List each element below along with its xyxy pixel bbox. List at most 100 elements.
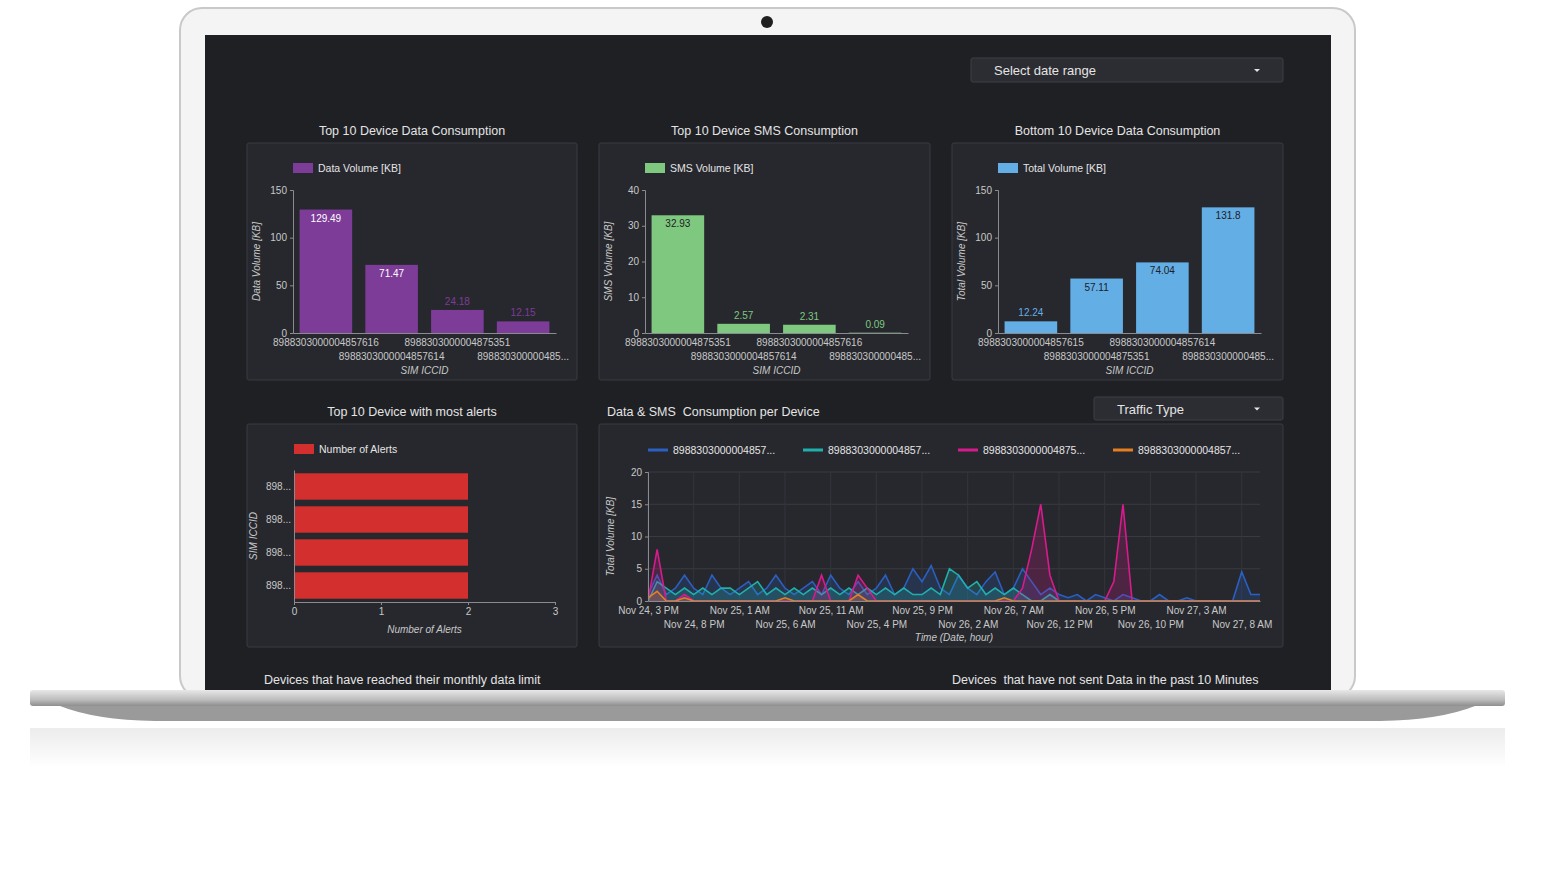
dropdown-caret[interactable] xyxy=(1254,69,1260,72)
x-axis-title: SIM ICCID xyxy=(753,365,801,376)
tick: 100 xyxy=(975,232,998,243)
tick: Nov 26, 2 AM xyxy=(938,619,998,630)
tick-label: Nov 25, 1 AM xyxy=(710,605,770,616)
tick: 100 xyxy=(270,232,293,243)
tick-label: 898... xyxy=(266,580,291,591)
data-label: 2.31 xyxy=(800,311,820,322)
dropdown-box[interactable] xyxy=(1094,397,1283,420)
tick-mark xyxy=(290,285,293,286)
tick-mark xyxy=(642,333,645,334)
grid-line xyxy=(1150,472,1151,601)
tick-mark xyxy=(381,602,382,605)
tick-label: Nov 27, 8 AM xyxy=(1212,619,1272,630)
legend-swatch xyxy=(645,163,665,173)
tick: 898... xyxy=(266,514,291,525)
tick: 8988303000004857614 xyxy=(1110,337,1216,348)
tick-label: Nov 26, 12 PM xyxy=(1026,619,1092,630)
tick: 50 xyxy=(276,280,293,291)
tick-label: 8988303000004857614 xyxy=(1110,337,1216,348)
panel xyxy=(247,143,577,380)
x-axis-title: Number of Alerts xyxy=(387,624,462,635)
legend-swatch xyxy=(958,449,978,452)
series-line xyxy=(648,566,1260,601)
tick: 150 xyxy=(270,185,293,196)
tick-label: 8988303000004875351 xyxy=(405,337,511,348)
tick-label: 1 xyxy=(379,606,385,617)
tick: 10 xyxy=(631,531,648,542)
bar xyxy=(1005,321,1058,333)
tick-label: 898830300000485... xyxy=(829,351,921,362)
tick: Nov 27, 8 AM xyxy=(1212,619,1272,630)
tick-label: 898... xyxy=(266,547,291,558)
dropdown-label[interactable]: Select date range xyxy=(994,63,1096,78)
series-area xyxy=(648,566,1260,601)
dropdown-label[interactable]: Traffic Type xyxy=(1117,402,1184,417)
category-axis: 898... 898... 898... 898... xyxy=(266,471,295,603)
panel xyxy=(247,424,577,647)
data-label: 131.8 xyxy=(1216,210,1241,221)
bar xyxy=(294,572,468,598)
tick-label: 30 xyxy=(628,220,640,231)
grid-line xyxy=(693,472,694,601)
chart-title: Bottom 10 Device Data Consumption xyxy=(1015,124,1221,138)
value-axis: 010203040 xyxy=(628,185,646,339)
legend-label: 8988303000004857... xyxy=(828,444,930,456)
tick: 8988303000004857614 xyxy=(339,351,445,362)
grid-line xyxy=(739,472,740,601)
bar xyxy=(652,215,705,333)
plot-area xyxy=(1005,207,1255,333)
axis-line xyxy=(649,601,1261,602)
tick-label: 898... xyxy=(266,481,291,492)
tick: 3 xyxy=(553,602,559,617)
data-label: 2.57 xyxy=(734,310,754,321)
tick-mark xyxy=(555,602,556,605)
dropdown[interactable]: Select date range xyxy=(971,58,1283,82)
grid-line xyxy=(785,472,786,601)
value-axis: 050100150 xyxy=(270,185,293,339)
tick-label: 20 xyxy=(631,467,643,478)
value-axis: 050100150 xyxy=(975,185,998,339)
dropdown[interactable]: Traffic Type xyxy=(1094,397,1283,420)
series-line xyxy=(648,591,1260,601)
tick-label: Nov 26, 2 AM xyxy=(938,619,998,630)
category-axis: Nov 24, 3 PMNov 24, 8 PMNov 25, 1 AMNov … xyxy=(618,602,1272,631)
laptop-base xyxy=(30,690,1505,706)
tick: 8988303000004857616 xyxy=(757,337,863,348)
panel xyxy=(952,143,1283,380)
tick: Nov 25, 6 AM xyxy=(755,619,815,630)
legend-label: Number of Alerts xyxy=(319,443,397,455)
tick-label: 15 xyxy=(631,499,643,510)
grid-line xyxy=(876,472,877,601)
grid-line xyxy=(1104,472,1105,601)
dropdown-box[interactable] xyxy=(971,58,1283,82)
tick: 8988303000004857614 xyxy=(691,351,797,362)
tick: 5 xyxy=(636,563,648,574)
axis-line xyxy=(294,333,557,334)
dropdown-caret[interactable] xyxy=(1254,408,1260,411)
tick-mark xyxy=(642,297,645,298)
y-axis-title: SIM ICCID xyxy=(248,512,259,560)
tick-label: 2 xyxy=(466,606,472,617)
tick-label: Nov 24, 8 PM xyxy=(664,619,725,630)
data-label: 74.04 xyxy=(1150,265,1175,276)
axis-line xyxy=(646,333,909,334)
axis-line xyxy=(999,333,1262,334)
tick: 50 xyxy=(981,280,998,291)
camera xyxy=(761,16,773,28)
tick-mark xyxy=(645,601,648,602)
tick-label: 50 xyxy=(981,280,993,291)
tick: 0 xyxy=(292,602,298,617)
tick-mark xyxy=(642,226,645,227)
axis-line xyxy=(995,191,999,334)
category-axis: 8988303000004857615898830300000487535189… xyxy=(978,334,1274,363)
series-area xyxy=(648,504,1260,601)
category-axis: 8988303000004857616898830300000485761489… xyxy=(273,334,569,363)
tick-label: 898... xyxy=(266,514,291,525)
tick-label: 150 xyxy=(270,185,287,196)
tick-label: Nov 26, 5 PM xyxy=(1075,605,1136,616)
tick-mark xyxy=(290,190,293,191)
tick-label: 8988303000004857616 xyxy=(757,337,863,348)
legend-swatch xyxy=(803,449,823,452)
data-label: 12.24 xyxy=(1018,307,1043,318)
tick-label: 150 xyxy=(975,185,992,196)
